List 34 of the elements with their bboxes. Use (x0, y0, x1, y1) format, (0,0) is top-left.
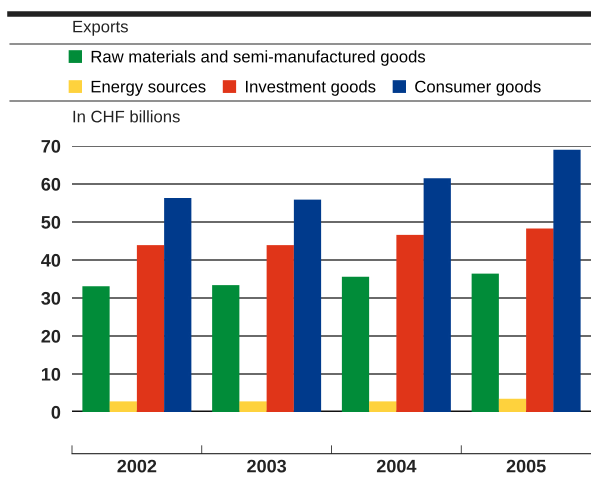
y-axis-title: In CHF billions (74, 110, 180, 122)
y-tick-label: 30 (41, 292, 60, 305)
bar (424, 178, 451, 412)
bar (369, 401, 396, 412)
bar (553, 150, 581, 412)
chart-title: Exports (73, 20, 128, 36)
bar (498, 398, 526, 412)
bar (266, 245, 294, 412)
x-tick-label: 2004 (376, 460, 416, 472)
y-tick-label: 60 (41, 178, 60, 191)
bar (472, 274, 499, 412)
legend-label: Raw materials and semi-manufactured goods (92, 50, 426, 66)
bar (82, 286, 110, 412)
bar (239, 401, 267, 412)
y-tick-label: 20 (41, 330, 60, 343)
bar (294, 200, 322, 412)
x-tick-label: 2005 (506, 460, 546, 472)
y-tick-label: 40 (41, 254, 60, 267)
legend-label: Consumer goods (415, 80, 541, 96)
bar (212, 285, 240, 412)
legend-label: Investment goods (246, 80, 376, 96)
bar (342, 276, 370, 412)
legend-label: Energy sources (92, 80, 206, 96)
x-tick-label: 2002 (117, 460, 156, 472)
bar (110, 401, 137, 412)
y-tick-label: 70 (42, 140, 60, 153)
x-tick-label: 2003 (247, 460, 286, 473)
y-tick-label: 0 (52, 406, 60, 419)
y-tick-label: 50 (41, 216, 60, 229)
bar (526, 228, 554, 412)
bar (396, 234, 424, 412)
bar (136, 245, 164, 412)
bar (164, 198, 192, 412)
y-tick-label: 10 (42, 368, 60, 381)
